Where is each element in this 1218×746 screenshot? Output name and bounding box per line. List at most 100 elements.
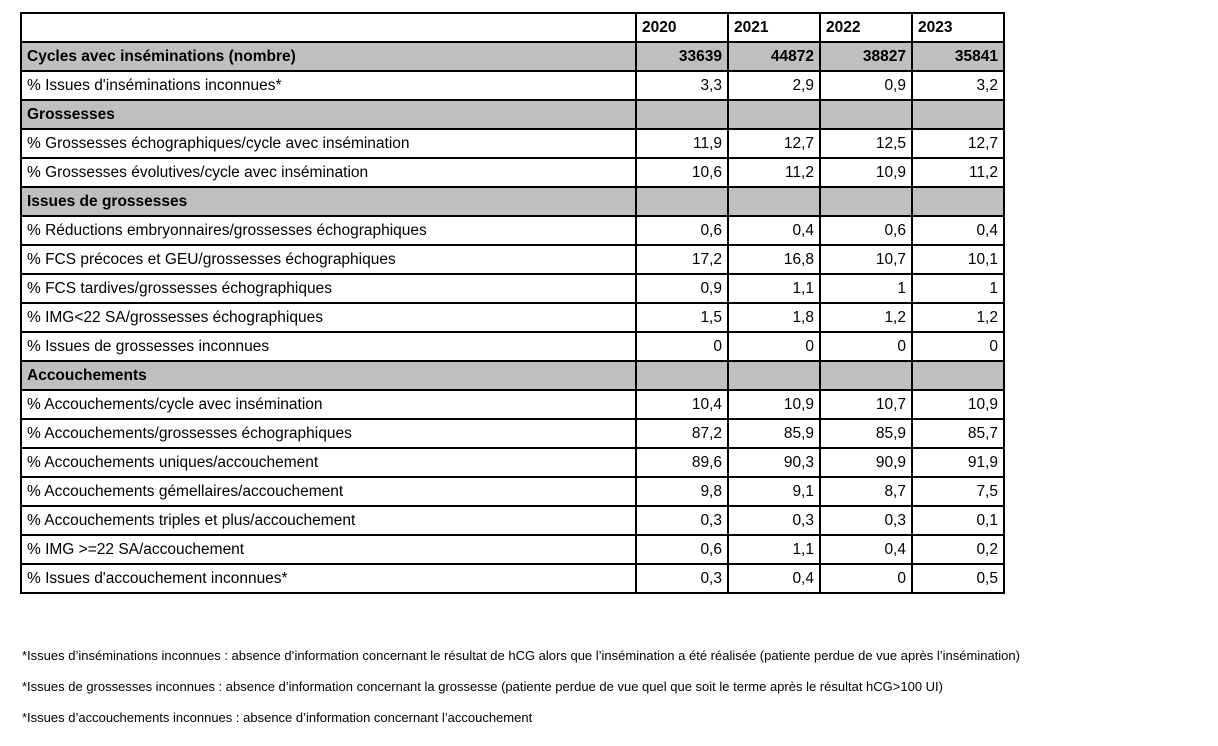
value-cell: 0,5 — [911, 563, 1005, 594]
insemination-results-table-container: 2020 2021 2022 2023 Cycles avec insémina… — [20, 12, 1005, 594]
value-cell: 1,8 — [727, 302, 821, 333]
row-label: % Grossesses évolutives/cycle avec insém… — [20, 157, 637, 188]
value-cell: 3,2 — [911, 70, 1005, 101]
table-row: % Accouchements triples et plus/accouche… — [20, 505, 1005, 536]
value-cell: 0 — [727, 331, 821, 362]
value-cell: 10,7 — [819, 244, 913, 275]
row-label: % Accouchements/cycle avec insémination — [20, 389, 637, 420]
table-row: % Accouchements/cycle avec insémination … — [20, 389, 1005, 420]
value-cell: 1 — [911, 273, 1005, 304]
value-cell: 0,4 — [819, 534, 913, 565]
footnote-accouchements-inconnus: *Issues d’accouchements inconnues : abse… — [22, 710, 533, 725]
value-cell: 11,9 — [635, 128, 729, 159]
row-label: % Grossesses échographiques/cycle avec i… — [20, 128, 637, 159]
section-label: Issues de grossesses — [20, 186, 637, 217]
value-cell: 17,2 — [635, 244, 729, 275]
value-cell: 90,3 — [727, 447, 821, 478]
row-label: % FCS précoces et GEU/grossesses échogra… — [20, 244, 637, 275]
value-cell: 10,9 — [727, 389, 821, 420]
value-cell: 33639 — [635, 41, 729, 72]
footnote-grossesses-inconnues: *Issues de grossesses inconnues : absenc… — [22, 679, 944, 694]
value-cell: 0,3 — [819, 505, 913, 536]
value-cell: 1,5 — [635, 302, 729, 333]
insemination-results-table: 2020 2021 2022 2023 Cycles avec insémina… — [20, 12, 1005, 594]
table-row: % Grossesses échographiques/cycle avec i… — [20, 128, 1005, 159]
section-label: Accouchements — [20, 360, 637, 391]
footnote-inseminations-inconnues: *Issues d’inséminations inconnues : abse… — [22, 648, 1020, 663]
header-year-2023: 2023 — [911, 12, 1005, 43]
header-year-2020: 2020 — [635, 12, 729, 43]
value-cell: 1 — [819, 273, 913, 304]
row-label: % FCS tardives/grossesses échographiques — [20, 273, 637, 304]
value-cell: 0,9 — [819, 70, 913, 101]
table-row: % Accouchements uniques/accouchement 89,… — [20, 447, 1005, 478]
value-cell: 89,6 — [635, 447, 729, 478]
value-cell: 11,2 — [911, 157, 1005, 188]
table-row: % Accouchements gémellaires/accouchement… — [20, 476, 1005, 507]
value-cell: 0,2 — [911, 534, 1005, 565]
value-cell: 0 — [911, 331, 1005, 362]
value-cell: 1,1 — [727, 534, 821, 565]
section-row-accouchements: Accouchements — [20, 360, 1005, 391]
table-row: % Issues d'accouchement inconnues* 0,3 0… — [20, 563, 1005, 594]
row-label: % IMG<22 SA/grossesses échographiques — [20, 302, 637, 333]
value-cell: 85,7 — [911, 418, 1005, 449]
value-cell: 10,9 — [911, 389, 1005, 420]
table-row-cycles: Cycles avec inséminations (nombre) 33639… — [20, 41, 1005, 72]
value-cell: 9,1 — [727, 476, 821, 507]
table-row: % IMG<22 SA/grossesses échographiques 1,… — [20, 302, 1005, 333]
table-row: % Grossesses évolutives/cycle avec insém… — [20, 157, 1005, 188]
value-cell: 87,2 — [635, 418, 729, 449]
header-year-2021: 2021 — [727, 12, 821, 43]
value-cell: 11,2 — [727, 157, 821, 188]
value-cell: 0,9 — [635, 273, 729, 304]
header-year-2022: 2022 — [819, 12, 913, 43]
value-cell: 10,9 — [819, 157, 913, 188]
table-row: % IMG >=22 SA/accouchement 0,6 1,1 0,4 0… — [20, 534, 1005, 565]
value-cell: 35841 — [911, 41, 1005, 72]
row-label: % Accouchements uniques/accouchement — [20, 447, 637, 478]
value-cell: 0,4 — [911, 215, 1005, 246]
table-header-row: 2020 2021 2022 2023 — [20, 12, 1005, 43]
value-cell: 0,3 — [635, 563, 729, 594]
value-cell: 9,8 — [635, 476, 729, 507]
value-cell: 0 — [819, 563, 913, 594]
value-cell: 12,5 — [819, 128, 913, 159]
table-row: % Issues de grossesses inconnues 0 0 0 0 — [20, 331, 1005, 362]
row-label: % Accouchements gémellaires/accouchement — [20, 476, 637, 507]
value-cell: 12,7 — [727, 128, 821, 159]
empty-cell — [819, 186, 913, 217]
table-row: % Issues d'inséminations inconnues* 3,3 … — [20, 70, 1005, 101]
section-row-grossesses: Grossesses — [20, 99, 1005, 130]
section-row-issues-de-grossesses: Issues de grossesses — [20, 186, 1005, 217]
value-cell: 1,1 — [727, 273, 821, 304]
value-cell: 0,3 — [727, 505, 821, 536]
value-cell: 0,6 — [819, 215, 913, 246]
value-cell: 0,4 — [727, 215, 821, 246]
empty-cell — [911, 186, 1005, 217]
value-cell: 10,6 — [635, 157, 729, 188]
value-cell: 12,7 — [911, 128, 1005, 159]
table-row: % FCS tardives/grossesses échographiques… — [20, 273, 1005, 304]
value-cell: 10,4 — [635, 389, 729, 420]
table-row: % FCS précoces et GEU/grossesses échogra… — [20, 244, 1005, 275]
section-label: Grossesses — [20, 99, 637, 130]
table-row: % Accouchements/grossesses échographique… — [20, 418, 1005, 449]
empty-cell — [635, 360, 729, 391]
value-cell: 38827 — [819, 41, 913, 72]
value-cell: 85,9 — [727, 418, 821, 449]
value-cell: 44872 — [727, 41, 821, 72]
row-label: % IMG >=22 SA/accouchement — [20, 534, 637, 565]
value-cell: 85,9 — [819, 418, 913, 449]
value-cell: 0 — [635, 331, 729, 362]
value-cell: 91,9 — [911, 447, 1005, 478]
row-label: Cycles avec inséminations (nombre) — [20, 41, 637, 72]
empty-cell — [635, 99, 729, 130]
empty-cell — [819, 99, 913, 130]
row-label: % Issues de grossesses inconnues — [20, 331, 637, 362]
value-cell: 1,2 — [819, 302, 913, 333]
value-cell: 0,6 — [635, 215, 729, 246]
value-cell: 0 — [819, 331, 913, 362]
value-cell: 0,1 — [911, 505, 1005, 536]
row-label: % Accouchements/grossesses échographique… — [20, 418, 637, 449]
